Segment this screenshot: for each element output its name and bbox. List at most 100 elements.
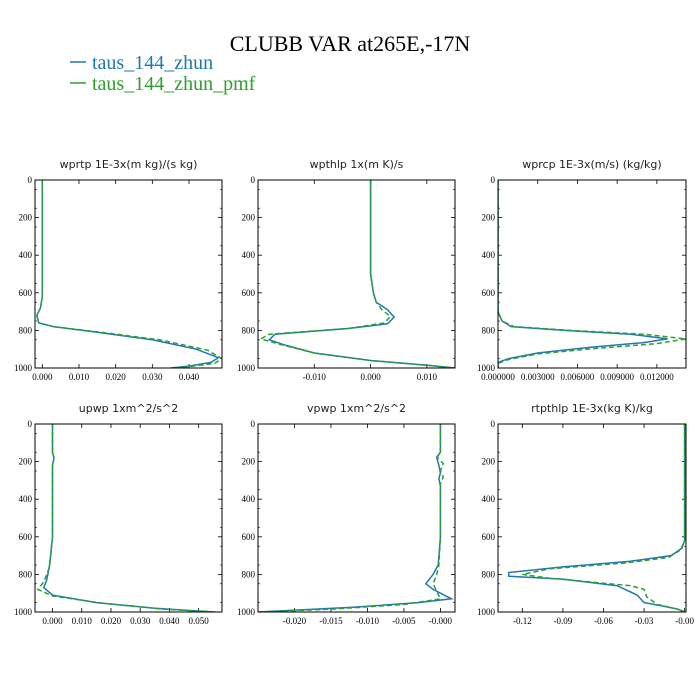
panel-frame <box>257 423 456 613</box>
y-tick-label: 600 <box>19 288 33 298</box>
y-tick-label: 200 <box>19 213 33 223</box>
y-tick-label: 600 <box>482 288 496 298</box>
x-tick-label: 0.040 <box>159 616 180 626</box>
x-tick-label: 0.030 <box>142 372 163 382</box>
x-tick-label: 0.012000 <box>640 372 674 382</box>
x-tick-label: 0.050 <box>189 616 210 626</box>
y-tick-label: 1000 <box>14 607 33 617</box>
y-tick-label: 1000 <box>237 607 256 617</box>
series-line-zhun <box>267 180 455 368</box>
series-line-zhun <box>498 180 668 368</box>
x-tick-label: -0.010 <box>356 616 380 626</box>
y-tick-label: 400 <box>482 250 496 260</box>
x-tick-label: 0.009000 <box>600 372 634 382</box>
x-tick-label: -0.000 <box>429 616 453 626</box>
y-tick-label: 400 <box>19 250 33 260</box>
x-tick-label: 0.010 <box>417 372 438 382</box>
x-tick-label: 0.020 <box>106 372 127 382</box>
series-line-zhun-pmf <box>258 424 445 612</box>
x-tick-label: -0.03 <box>635 616 654 626</box>
x-tick-label: 0.000 <box>360 372 381 382</box>
x-tick-label: 0.040 <box>179 372 200 382</box>
legend: taus_144_zhun taus_144_zhun_pmf <box>70 52 256 95</box>
series-line-zhun <box>36 180 220 368</box>
y-tick-label: 400 <box>242 250 256 260</box>
y-tick-label: 800 <box>19 569 33 579</box>
panel-title: wprcp 1E-3x(m/s) (kg/kg) <box>522 158 661 171</box>
y-tick-label: 200 <box>19 457 33 467</box>
series-line-zhun-pmf <box>36 424 217 612</box>
panel-title: vpwp 1xm^2/s^2 <box>307 402 406 415</box>
y-tick-label: 1000 <box>14 363 33 373</box>
series-line-zhun-pmf <box>498 180 686 368</box>
panel-title: rtpthlp 1E-3x(kg K)/kg <box>531 402 653 415</box>
series-line-zhun <box>42 424 214 612</box>
x-tick-label: 0.003000 <box>521 372 555 382</box>
x-tick-label: -0.12 <box>513 616 532 626</box>
y-tick-label: 600 <box>482 532 496 542</box>
panel-frame <box>34 423 223 613</box>
y-tick-label: 0 <box>28 175 33 185</box>
panel-6: rtpthlp 1E-3x(kg K)/kg 0 200 400 600 800 1000 -… <box>477 402 695 626</box>
x-tick-label: 0.010 <box>69 372 90 382</box>
x-tick-label: -0.010 <box>303 372 327 382</box>
y-tick-label: 800 <box>19 325 33 335</box>
x-tick-label: -0.005 <box>392 616 416 626</box>
y-tick-label: 200 <box>242 457 256 467</box>
panel-frame <box>34 179 223 369</box>
x-tick-label: 0.000 <box>32 372 53 382</box>
y-tick-label: 400 <box>482 494 496 504</box>
panel-title: upwp 1xm^2/s^2 <box>79 402 179 415</box>
panel-frame <box>257 179 456 369</box>
panel-3: wprcp 1E-3x(m/s) (kg/kg) 0 200 400 600 800 100… <box>477 158 687 382</box>
panel-4: upwp 1xm^2/s^2 0 200 400 600 800 1000 0.000 0.01… <box>14 402 223 626</box>
panel-5: vpwp 1xm^2/s^2 0 200 400 600 800 1000 -0.020 -0.… <box>237 402 456 626</box>
y-tick-label: 600 <box>242 288 256 298</box>
y-tick-label: 0 <box>491 175 496 185</box>
x-tick-label: -0.06 <box>594 616 613 626</box>
y-tick-label: 200 <box>482 213 496 223</box>
panel-title: wpthlp 1x(m K)/s <box>310 158 404 171</box>
legend-label-zhun-pmf: taus_144_zhun_pmf <box>92 73 256 95</box>
x-tick-label: 0.006000 <box>561 372 595 382</box>
y-tick-label: 1000 <box>477 607 496 617</box>
x-tick-label: -0.015 <box>319 616 343 626</box>
y-tick-label: 400 <box>242 494 256 504</box>
y-tick-label: 1000 <box>237 363 256 373</box>
panel-frame <box>497 423 687 613</box>
x-tick-label: 0.030 <box>130 616 151 626</box>
y-tick-label: 800 <box>482 325 496 335</box>
series-line-zhun-pmf <box>36 180 222 368</box>
legend-label-zhun: taus_144_zhun <box>92 52 213 74</box>
y-tick-label: 800 <box>242 569 256 579</box>
x-tick-label: -0.09 <box>554 616 573 626</box>
y-tick-label: 1000 <box>477 363 496 373</box>
y-tick-label: 0 <box>28 419 33 429</box>
y-tick-label: 600 <box>242 532 256 542</box>
figure-title: CLUBB VAR at265E,-17N <box>230 31 471 56</box>
panel-2: wpthlp 1x(m K)/s 0 200 400 600 800 1000 -0.010 0… <box>237 158 456 382</box>
x-tick-label: -0.00 <box>675 616 694 626</box>
y-tick-label: 0 <box>491 419 496 429</box>
y-tick-label: 0 <box>251 419 256 429</box>
series-line-zhun-pmf <box>258 180 455 368</box>
panels: wprtp 1E-3x(m kg)/(s kg) 0 200 400 600 800 100… <box>14 158 695 626</box>
x-tick-label: 0.010 <box>72 616 93 626</box>
panel-frame <box>497 179 687 369</box>
x-tick-label: 0.000 <box>42 616 63 626</box>
y-tick-label: 600 <box>19 532 33 542</box>
panel-title: wprtp 1E-3x(m kg)/(s kg) <box>60 158 198 171</box>
series-line-zhun <box>258 424 454 612</box>
panel-1: wprtp 1E-3x(m kg)/(s kg) 0 200 400 600 800 100… <box>14 158 223 382</box>
x-tick-label: 0.000000 <box>481 372 515 382</box>
y-tick-label: 200 <box>482 457 496 467</box>
x-tick-label: 0.020 <box>101 616 122 626</box>
y-tick-label: 800 <box>482 569 496 579</box>
y-tick-label: 200 <box>242 213 256 223</box>
y-tick-label: 400 <box>19 494 33 504</box>
series-line-zhun-pmf <box>522 424 686 612</box>
series-line-zhun <box>508 424 686 612</box>
x-tick-label: -0.020 <box>283 616 307 626</box>
y-tick-label: 800 <box>242 325 256 335</box>
